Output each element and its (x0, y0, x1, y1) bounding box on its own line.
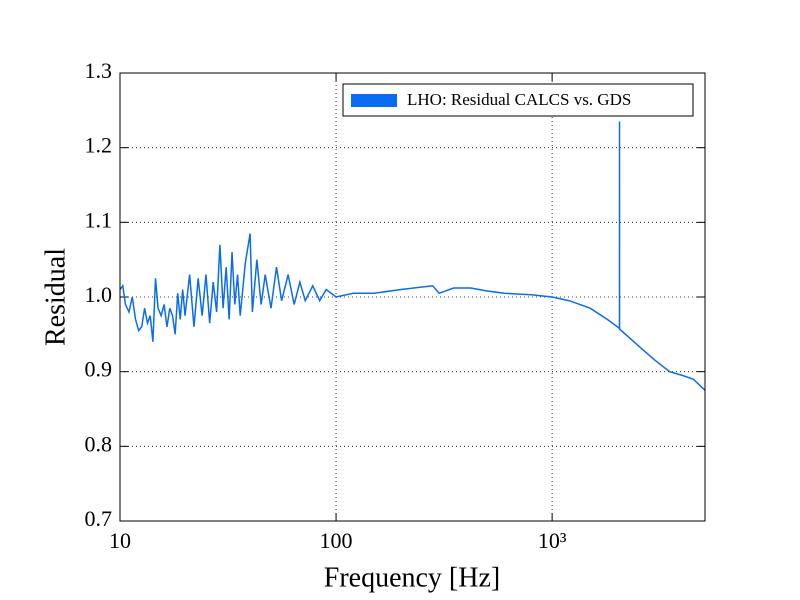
y-tick-label: 1.0 (85, 282, 113, 307)
y-axis-label: Residual (40, 248, 71, 346)
x-tick-label: 10 (109, 528, 131, 553)
y-tick-label: 0.9 (85, 357, 113, 382)
y-tick-label: 1.1 (85, 207, 113, 232)
legend-swatch (351, 94, 397, 107)
y-tick-label: 1.2 (85, 133, 113, 158)
legend-label: LHO: Residual CALCS vs. GDS (407, 90, 631, 109)
x-tick-label: 10³ (538, 528, 567, 553)
legend-box (342, 83, 694, 117)
data-line (119, 121, 706, 391)
plot-frame (119, 72, 706, 522)
y-tick-label: 0.8 (85, 431, 113, 456)
y-tick-label: 0.7 (85, 506, 113, 531)
y-tick-label: 1.3 (85, 58, 113, 83)
x-tick-label: 100 (320, 528, 353, 553)
x-axis-label: Frequency [Hz] (324, 562, 500, 593)
